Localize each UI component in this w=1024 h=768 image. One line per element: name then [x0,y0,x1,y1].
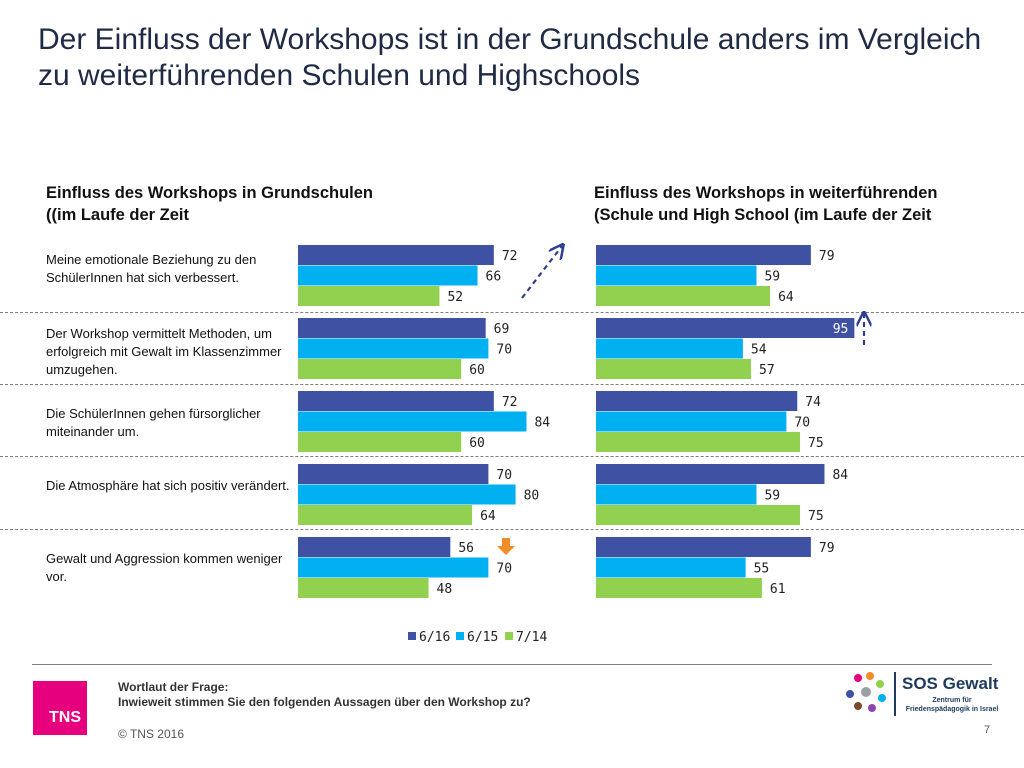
left-chart-heading-line2: ((im Laufe der Zeit [46,206,190,224]
question-text: Inwieweit stimmen Sie den folgenden Auss… [118,695,531,709]
data-label: 59 [764,269,780,284]
bar-primary-6-15 [298,338,489,359]
legend-swatch [505,632,513,640]
sos-gewalt-logo-icon [846,672,886,712]
data-label: 56 [458,541,474,556]
bar-primary-7-14 [298,578,429,598]
data-label: 60 [469,363,485,378]
tns-logo-text: TNS [49,709,81,726]
data-label: 84 [832,468,848,483]
data-label: 54 [751,342,767,357]
data-label: 74 [805,395,821,410]
data-label: 57 [759,363,775,378]
data-label: 69 [494,322,510,337]
bar-secondary-7-14 [596,432,800,452]
data-label: 80 [524,488,540,503]
bar-primary-6-15 [298,411,527,432]
right-chart-heading-line2: (Schule und High School (im Laufe der Ze… [594,206,932,224]
bar-secondary-6-16 [596,464,825,484]
row-separator [0,529,1024,530]
legend-swatch [408,632,416,640]
page-title: Der Einfluss der Workshops ist in der Gr… [38,23,982,92]
left-chart-heading: Einfluss des Workshops in Grundschulen (… [46,182,373,226]
data-label: 48 [437,582,453,597]
data-label: 75 [808,509,824,524]
bar-primary-6-16 [298,391,494,411]
bar-secondary-6-16 [596,537,811,557]
bar-primary-6-15 [298,484,516,505]
legend-swatch [456,632,464,640]
bar-primary-7-14 [298,286,440,306]
copyright: © TNS 2016 [118,727,184,741]
statement-label: Die SchülerInnen gehen fürsorglicher mit… [46,406,261,439]
data-label: 66 [486,269,502,284]
bar-secondary-7-14 [596,359,752,379]
footer-divider [32,664,992,665]
statement-label: Die Atmosphäre hat sich positiv veränder… [46,478,290,493]
bar-primary-6-16 [298,464,489,484]
bar-secondary-6-15 [596,338,743,359]
question-label: Wortlaut der Frage: [118,680,229,694]
sos-logo-title: SOS Gewalt [902,674,999,693]
data-label: 72 [502,249,518,264]
data-label: 95 [833,322,849,337]
data-label: 55 [754,561,770,576]
bar-primary-6-16 [298,537,451,557]
bar-secondary-6-15 [596,265,757,286]
row-separator [0,456,1024,457]
data-label: 64 [778,290,794,305]
down-arrow-icon [497,538,515,555]
legend-label: 6/15 [467,630,498,645]
statement-label: Gewalt und Aggression kommen weniger vor… [46,551,283,584]
data-label: 79 [819,541,835,556]
bar-secondary-6-15 [596,484,757,505]
data-label: 60 [469,436,485,451]
bar-secondary-6-15 [596,411,787,432]
bar-secondary-6-16 [596,391,798,411]
data-label: 70 [496,561,512,576]
data-label: 70 [496,342,512,357]
legend-label: 7/14 [516,630,547,645]
bar-primary-7-14 [298,505,473,525]
bar-primary-6-16 [298,245,494,265]
right-chart-heading: Einfluss des Workshops in weiterführende… [594,182,938,226]
data-label: 70 [496,468,512,483]
trend-up-arrow-icon [521,246,562,299]
bar-primary-7-14 [298,359,462,379]
sos-logo-subtitle: Zentrum für Friedenspädagogik in Israel [905,697,999,713]
bar-secondary-7-14 [596,578,762,598]
data-label: 72 [502,395,518,410]
sos-logo-divider [894,672,896,716]
bar-secondary-7-14 [596,505,800,525]
bar-secondary-6-15 [596,557,746,578]
data-label: 61 [770,582,786,597]
bar-secondary-6-16 [596,245,811,265]
right-chart-heading-line1: Einfluss des Workshops in weiterführende… [594,184,938,202]
data-label: 64 [480,509,496,524]
bar-secondary-7-14 [596,286,771,306]
data-label: 79 [819,249,835,264]
bar-primary-6-15 [298,265,478,286]
bar-secondary-6-16 [596,318,855,338]
bar-primary-6-15 [298,557,489,578]
bar-primary-6-16 [298,318,486,338]
row-separator [0,384,1024,385]
data-label: 84 [534,415,550,430]
left-chart-heading-line1: Einfluss des Workshops in Grundschulen [46,184,373,202]
statement-label: Meine emotionale Beziehung zu den Schüle… [46,252,257,285]
tns-logo: TNS [33,681,87,735]
data-label: 52 [447,290,463,305]
data-label: 70 [794,415,810,430]
data-label: 75 [808,436,824,451]
page-number: 7 [984,724,991,736]
statement-label: Der Workshop vermittelt Methoden, um erf… [46,326,282,377]
legend-label: 6/16 [419,630,450,645]
row-separator [0,312,1024,313]
bar-primary-7-14 [298,432,462,452]
data-label: 59 [764,488,780,503]
